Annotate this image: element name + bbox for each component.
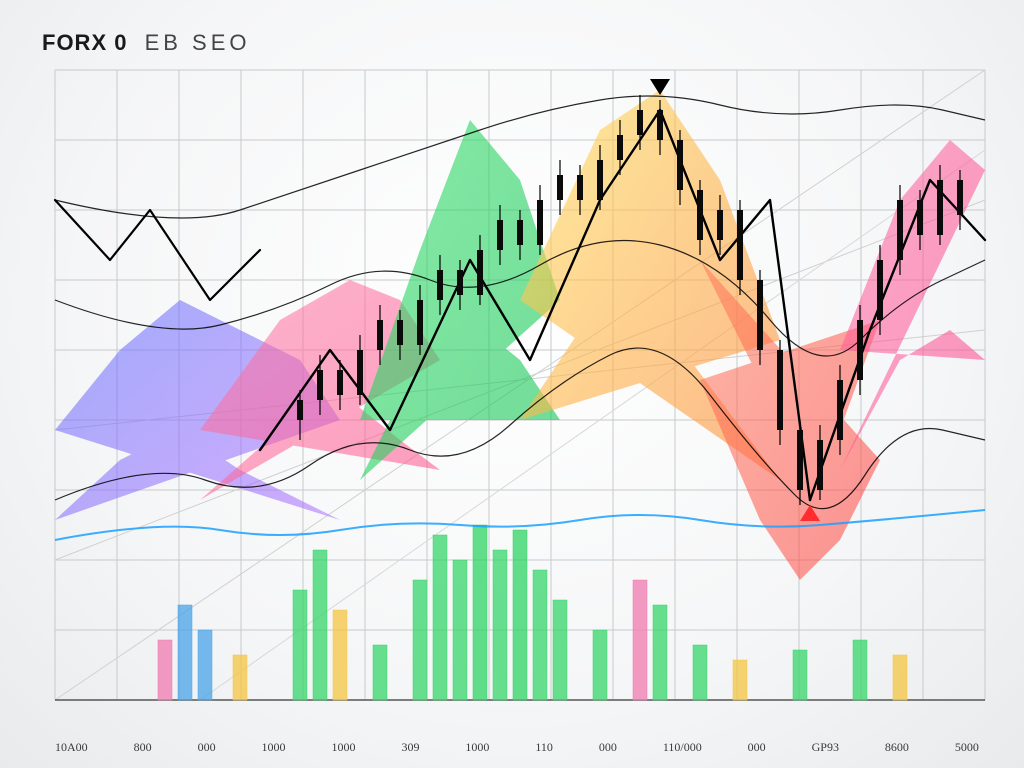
x-tick-label: 1000 <box>262 740 286 755</box>
x-tick-label: 800 <box>134 740 152 755</box>
x-tick-label: 110 <box>535 740 553 755</box>
x-tick-label: 110/000 <box>663 740 702 755</box>
x-tick-label: 5000 <box>955 740 979 755</box>
chart-svg <box>0 0 1024 768</box>
x-tick-label: 8600 <box>885 740 909 755</box>
x-axis-labels: 10A00 800 000 1000 1000 309 1000 110 000 110/000 0… <box>0 734 1024 760</box>
x-tick-label: 1000 <box>331 740 355 755</box>
x-tick-label: GP93 <box>812 740 839 755</box>
x-tick-label: 309 <box>401 740 419 755</box>
x-tick-label: 000 <box>748 740 766 755</box>
x-tick-label: 000 <box>599 740 617 755</box>
x-tick-label: 000 <box>198 740 216 755</box>
x-tick-label: 10A00 <box>55 740 88 755</box>
x-tick-label: 1000 <box>465 740 489 755</box>
chart-stage: FORX 0 EB SEO 10A00800000100010003091000… <box>0 0 1024 768</box>
